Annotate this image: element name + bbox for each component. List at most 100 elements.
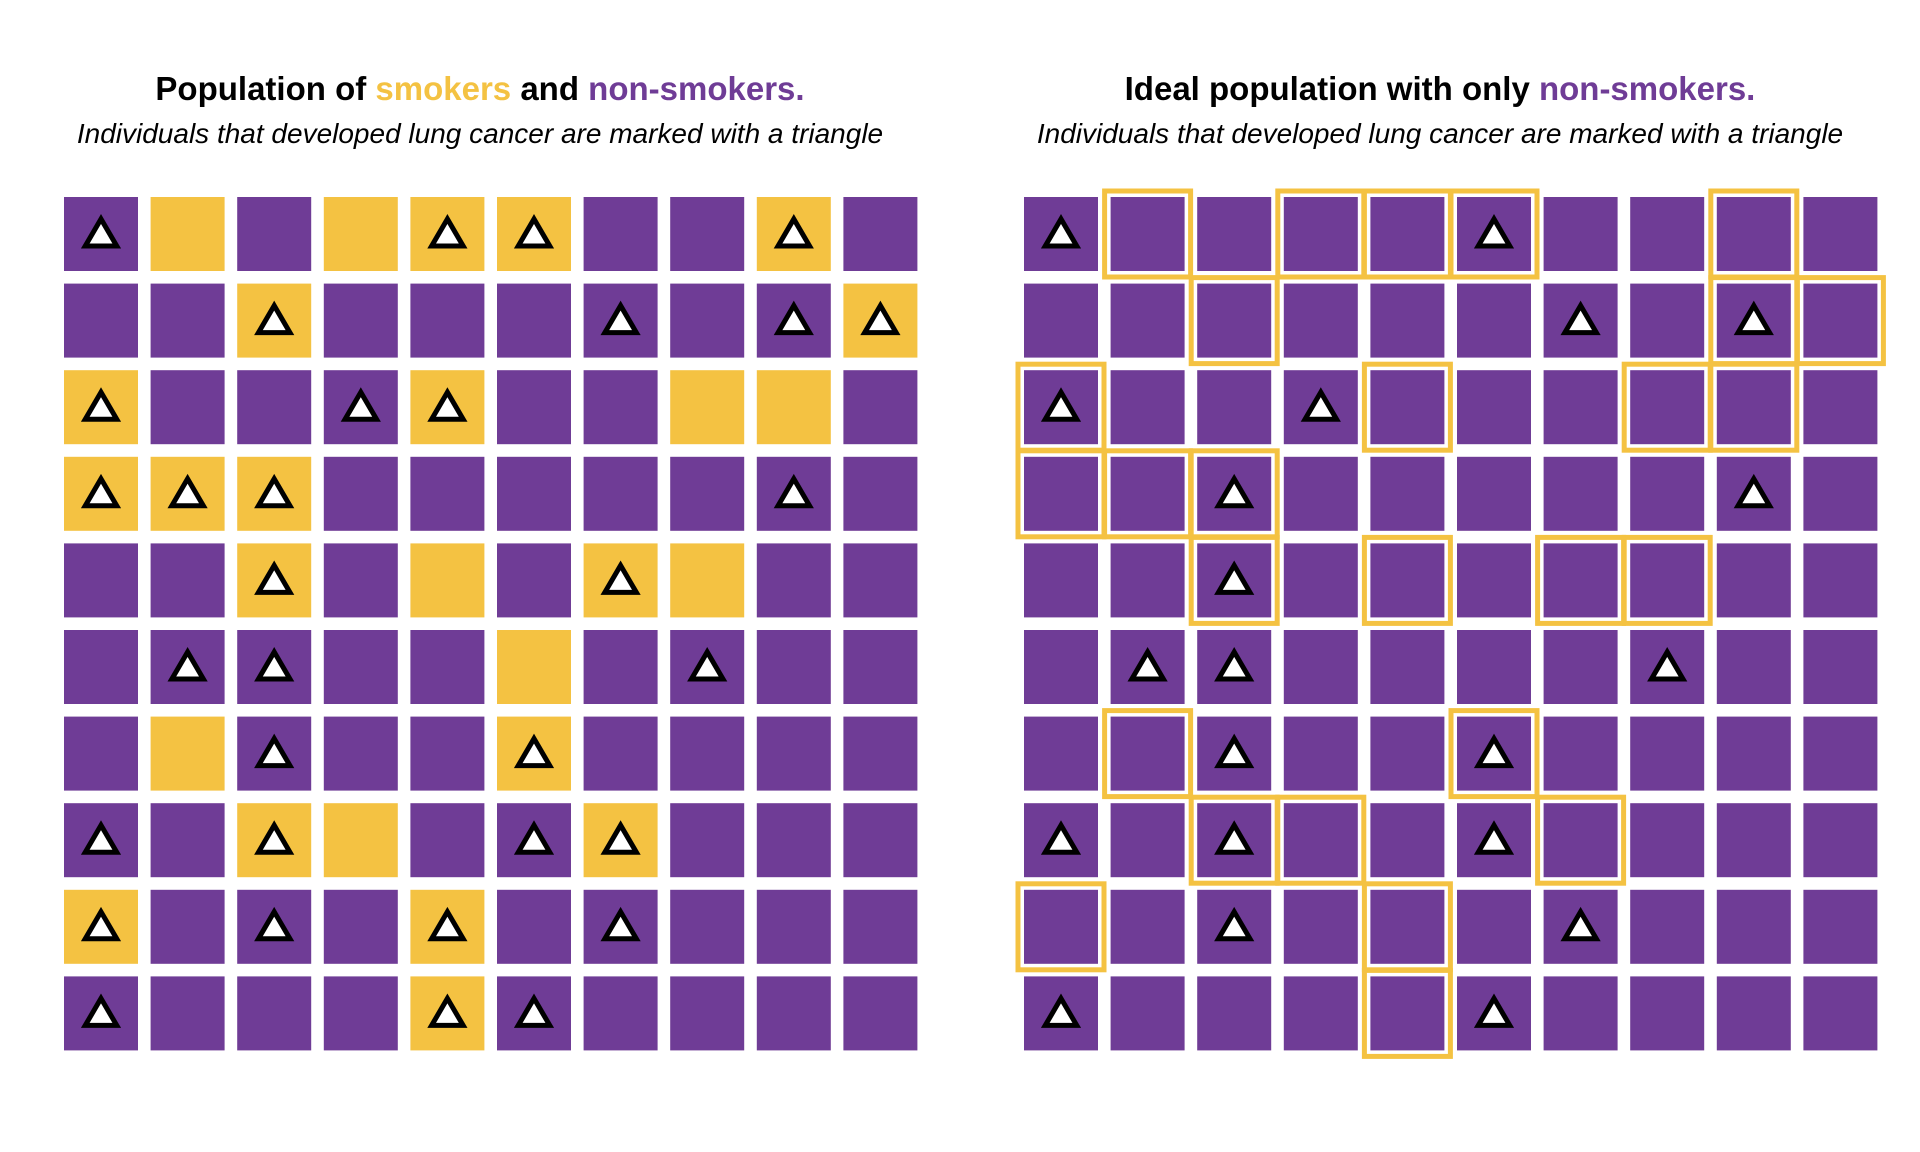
non-smoker-cell [237,976,312,1051]
non-smoker-cell [497,889,571,964]
lung-cancer-triangle-icon [513,820,555,855]
non-smoker-cell [323,543,398,618]
non-smoker-cell [64,543,138,618]
non-smoker-cell [670,803,745,878]
lung-cancer-triangle-icon [167,473,208,509]
left-panel-title: Population of smokers and non-smokers. [0,70,960,108]
lung-cancer-triangle-icon [80,820,122,855]
lung-cancer-triangle-icon [1560,300,1601,336]
non-smoker-cell [1543,630,1618,704]
non-smoker-cell [1370,976,1445,1051]
former-smoker-outline [1621,534,1713,626]
lung-cancer-triangle-icon [773,214,814,249]
former-smoker-outline [1361,361,1453,453]
lung-cancer-triangle-icon [1214,820,1255,855]
non-smoker-cell [1803,803,1878,878]
non-smoker-cell [843,543,918,618]
non-smoker-cell [1630,456,1705,531]
non-smoker-cell [323,630,398,704]
non-smoker-cell [1716,976,1791,1051]
non-smoker-cell [583,456,658,531]
non-smoker-cell [1803,630,1878,704]
lung-cancer-triangle-icon [167,647,208,682]
lung-cancer-triangle-icon [80,387,122,422]
non-smoker-cell [1370,889,1445,964]
lung-cancer-triangle-icon [427,993,468,1028]
lung-cancer-triangle-icon [1040,993,1082,1028]
non-smoker-cell [323,456,398,531]
non-smoker-cell [497,370,571,445]
non-smoker-cell [1197,283,1272,358]
lung-cancer-triangle-icon [1300,387,1341,422]
non-smoker-cell [1803,889,1878,964]
non-smoker-cell [756,543,831,618]
lung-cancer-triangle-icon [254,473,295,509]
non-smoker-cell [1024,543,1098,618]
non-smoker-cell [410,456,485,531]
non-smoker-cell [1630,976,1705,1051]
non-smoker-cell [497,283,571,358]
non-smoker-cell [583,630,658,704]
non-smoker-cell [410,803,485,878]
non-smoker-cell [1370,543,1445,618]
non-smoker-cell [1024,889,1098,964]
lung-cancer-triangle-icon [254,300,295,336]
non-smoker-cell [1283,283,1358,358]
smoker-cell [670,543,745,618]
non-smoker-cell [1803,283,1878,358]
non-smoker-cell [1543,197,1618,271]
non-smoker-cell [1110,197,1185,271]
right-panel-subtitle: Individuals that developed lung cancer a… [1036,118,1844,149]
non-smoker-cell [1716,803,1791,878]
former-smoker-outline [1448,708,1540,800]
non-smoker-cell [1197,370,1272,445]
non-smoker-cell [1370,283,1445,358]
non-smoker-cell [1110,889,1185,964]
non-smoker-cell [237,197,312,271]
non-smoker-cell [756,976,831,1051]
lung-cancer-triangle-icon [513,733,555,769]
non-smoker-cell [1543,370,1618,445]
non-smoker-cell [150,370,225,445]
lung-cancer-triangle-icon [600,560,641,595]
non-smoker-cell [1457,456,1531,531]
non-smoker-cell [843,976,918,1051]
non-smoker-cell [843,889,918,964]
non-smoker-cell [1283,976,1358,1051]
former-smoker-outline [1188,534,1280,626]
non-smoker-cell [583,716,658,791]
lung-cancer-triangle-icon [600,820,641,855]
non-smoker-cell [1716,197,1791,271]
non-smoker-cell [150,543,225,618]
non-smoker-cell [843,456,918,531]
non-smoker-cell [1024,716,1098,791]
non-smoker-cell [497,543,571,618]
lung-cancer-triangle-icon [254,820,295,855]
lung-cancer-triangle-icon [513,993,555,1028]
left-panel-subtitle: Individuals that developed lung cancer a… [76,118,884,149]
lung-cancer-triangle-icon [1473,993,1515,1028]
non-smoker-cell [1024,630,1098,704]
lung-cancer-triangle-icon [1473,820,1515,855]
non-smoker-cell [1024,456,1098,531]
former-smoker-outline [1361,967,1453,1059]
non-smoker-cell [323,283,398,358]
non-smoker-cell [1283,630,1358,704]
non-smoker-cell [150,803,225,878]
non-smoker-cell [150,889,225,964]
lung-cancer-triangle-icon [427,214,468,249]
smoker-cell [150,716,225,791]
lung-cancer-triangle-icon [1040,214,1082,249]
non-smoker-cell [1110,543,1185,618]
non-smoker-cell [1543,716,1618,791]
left-panel: Population of smokers and non-smokers. I… [0,70,960,1051]
lung-cancer-triangle-icon [1733,473,1774,509]
non-smoker-cell [583,370,658,445]
non-smoker-cell [1370,803,1445,878]
non-smoker-cell [756,630,831,704]
non-smoker-cell [1024,283,1098,358]
lung-cancer-triangle-icon [687,647,728,682]
lung-cancer-triangle-icon [600,906,641,942]
lung-cancer-triangle-icon [1473,214,1515,249]
lung-cancer-triangle-icon [254,733,295,769]
